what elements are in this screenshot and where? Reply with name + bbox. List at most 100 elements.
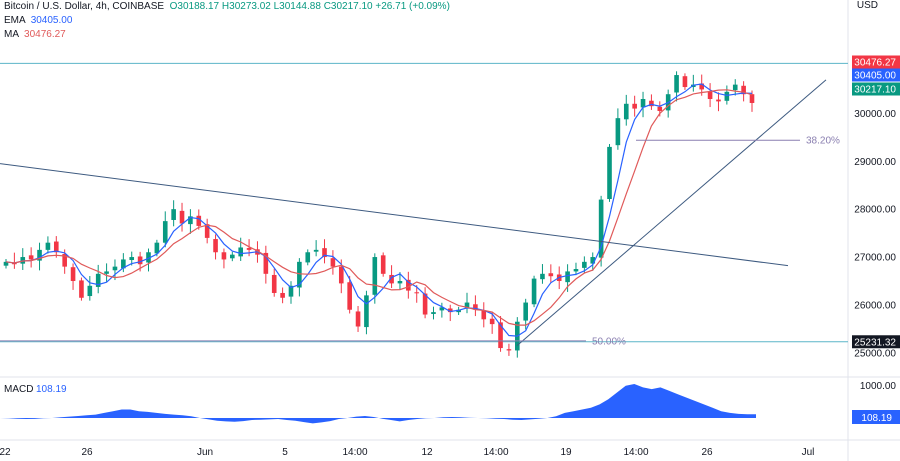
- candle-body: [397, 281, 403, 284]
- y-tick-label: 28000.00: [854, 205, 896, 216]
- macd-y-tick: 1000.00: [860, 381, 897, 392]
- candle-body: [582, 261, 587, 268]
- candle-body: [364, 295, 369, 328]
- candle-body: [749, 94, 755, 103]
- candle-body: [70, 267, 76, 281]
- chart-header: Bitcoin / U.S. Dollar, 4h, COINBASE O301…: [4, 1, 450, 12]
- candle-body: [271, 274, 277, 293]
- candle-body: [305, 252, 311, 263]
- candle-body: [674, 75, 679, 93]
- candle-body: [565, 271, 570, 283]
- candle-body: [146, 252, 151, 263]
- candle-body: [129, 257, 135, 261]
- candle-body: [431, 312, 436, 314]
- y-tick-label: 27000.00: [854, 253, 896, 264]
- price-label-text: 25231.32: [854, 337, 896, 348]
- candle-body: [481, 310, 487, 320]
- ohlc-high: H30273.02: [221, 1, 271, 12]
- x-tick-label: 5: [282, 447, 288, 458]
- candle-body: [456, 309, 461, 313]
- fib-label-50: 50.00%: [592, 336, 626, 347]
- ohlc-low: L30144.88: [273, 1, 321, 12]
- candle-body: [372, 257, 378, 295]
- descending-trendline: [0, 163, 789, 267]
- price-label-text: 30476.27: [854, 58, 896, 69]
- ma-value: 30476.27: [24, 29, 66, 40]
- x-tick-label: 26: [81, 447, 93, 458]
- candle-body: [137, 256, 143, 265]
- candle-body: [464, 302, 470, 309]
- candle-body: [288, 285, 294, 297]
- candle-body: [62, 253, 67, 267]
- ohlc-open: O30188.17: [169, 1, 220, 12]
- candle-body: [498, 322, 503, 349]
- candle-body: [649, 100, 654, 107]
- price-label-tag: [852, 82, 900, 96]
- x-tick-label: 14:00: [483, 447, 508, 458]
- symbol-title: Bitcoin / U.S. Dollar, 4h, COINBASE: [4, 1, 165, 12]
- candle-body: [45, 242, 51, 250]
- candle-body: [112, 266, 118, 271]
- macd-value-tag: [852, 410, 900, 424]
- candle-body: [162, 221, 168, 243]
- y-tick-label: 25000.00: [854, 348, 896, 359]
- candle-body: [523, 302, 528, 321]
- candle-body: [724, 91, 730, 101]
- price-label-text: 30217.10: [854, 85, 896, 96]
- candle-body: [20, 257, 26, 264]
- candle-body: [204, 224, 210, 238]
- candle-body: [313, 249, 319, 252]
- candle-body: [263, 252, 269, 274]
- candle-body: [590, 257, 596, 264]
- ohlc-close: C30217.10: [323, 1, 373, 12]
- candle-body: [489, 318, 495, 325]
- candle-body: [330, 258, 336, 267]
- price-label-text: 30405.00: [854, 71, 896, 82]
- macd-legend-value: 108.19: [36, 384, 67, 395]
- candle-body: [682, 76, 688, 88]
- candle-body: [732, 84, 738, 91]
- candle-body: [707, 91, 713, 99]
- candle-body: [741, 85, 746, 95]
- y-tick-label: 30000.00: [854, 109, 896, 120]
- candle-body: [607, 146, 612, 200]
- candle-body: [171, 209, 176, 220]
- candle-body: [657, 106, 663, 111]
- x-tick-label: 14:00: [623, 447, 648, 458]
- x-tick-label: 22: [0, 447, 11, 458]
- candle-body: [699, 83, 705, 90]
- ohlc-change: +26.71 (+0.09%): [375, 1, 450, 12]
- price-label-tag: [852, 335, 900, 349]
- candle-body: [53, 241, 59, 253]
- candle-body: [3, 261, 9, 266]
- candle-body: [540, 273, 545, 280]
- ema-value: 30405.00: [30, 15, 73, 26]
- candle-body: [506, 349, 512, 351]
- candle-body: [632, 103, 637, 109]
- candle-body: [179, 210, 185, 224]
- candle-body: [79, 280, 84, 298]
- x-tick-label: Jul: [802, 447, 815, 458]
- y-tick-label: 26000.00: [854, 300, 896, 311]
- x-tick-label: 26: [701, 447, 713, 458]
- candle-body: [598, 199, 604, 258]
- candle-body: [238, 247, 244, 257]
- candle-body: [548, 273, 554, 277]
- ema-label: EMA: [4, 15, 26, 26]
- candle-body: [280, 292, 285, 298]
- ma-legend[interactable]: MA 30476.27: [4, 29, 66, 40]
- ema-line: [5, 83, 753, 337]
- candle-body: [380, 255, 386, 274]
- candle-body: [338, 266, 344, 284]
- candle-body: [246, 248, 252, 250]
- x-tick-label: Jun: [197, 447, 213, 458]
- ema-legend[interactable]: EMA 30405.00: [4, 15, 72, 26]
- price-label-tag: [852, 55, 900, 69]
- x-tick-label: 12: [421, 447, 433, 458]
- macd-value-text: 108.19: [861, 413, 892, 424]
- candle-body: [414, 292, 420, 294]
- candle-body: [573, 269, 579, 272]
- candle-body: [196, 215, 202, 226]
- candle-body: [531, 278, 537, 305]
